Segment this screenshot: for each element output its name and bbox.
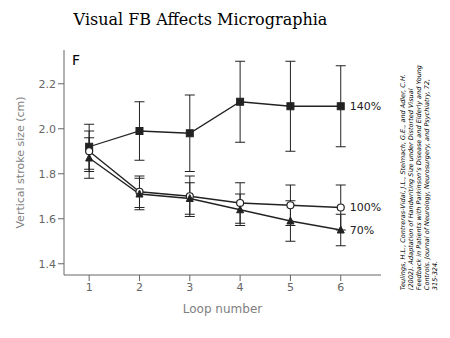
svg-text:2.2: 2.2: [39, 78, 57, 91]
html-text:Visual FB Affects Micrographia: Visual FB Affects Micrographia: [73, 10, 328, 29]
svg-text:2: 2: [136, 281, 143, 294]
svg-text:Vertical stroke size (cm): Vertical stroke size (cm): [14, 96, 27, 228]
svg-text:1: 1: [86, 281, 93, 294]
html-text:(2002). Adaptation of Handwrit: (2002). Adaptation of Handwriting Size u…: [407, 89, 415, 291]
svg-text:1.6: 1.6: [39, 213, 57, 226]
svg-text:6: 6: [337, 281, 344, 294]
svg-text:5: 5: [287, 281, 294, 294]
svg-text:3: 3: [186, 281, 193, 294]
svg-text:70%: 70%: [350, 224, 374, 237]
svg-text:100%: 100%: [350, 201, 381, 214]
svg-text:2.0: 2.0: [39, 123, 57, 136]
svg-text:140%: 140%: [350, 100, 381, 113]
svg-text:4: 4: [237, 281, 244, 294]
svg-text:1.8: 1.8: [39, 168, 57, 181]
html-text:F: F: [72, 52, 81, 68]
html-text:Controls. Journal of Neurology: Controls. Journal of Neurology, Neurosur…: [423, 79, 431, 291]
svg-text:1.4: 1.4: [39, 258, 57, 271]
svg-text:Loop number: Loop number: [183, 302, 262, 316]
html-text:315-324.: 315-324.: [431, 261, 439, 291]
html-text:Feedback in Patients with Park: Feedback in Patients with Parkinson’s Di…: [415, 65, 423, 291]
html-text:Teulings, H.L., Contreras-Vida: Teulings, H.L., Contreras-Vidal, J.L., S…: [399, 74, 407, 291]
